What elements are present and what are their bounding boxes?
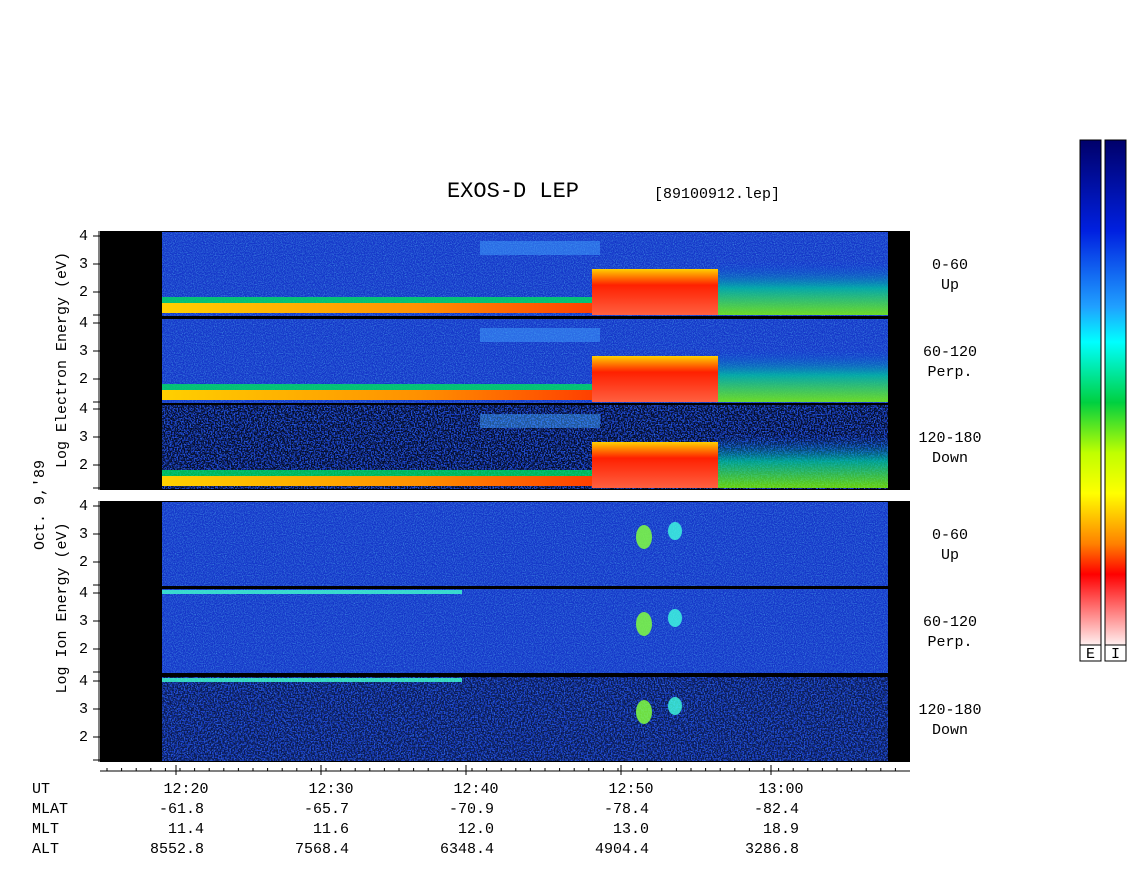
row-name: UT xyxy=(32,781,50,798)
y-tick-label: 2 xyxy=(79,729,88,746)
channel-range: 120-180 xyxy=(918,430,981,447)
green-edge xyxy=(162,297,592,305)
color-bar xyxy=(1079,139,1102,646)
y-tick-label: 3 xyxy=(79,343,88,360)
cyan-edge xyxy=(162,590,462,594)
channel-direction: Perp. xyxy=(927,634,972,651)
color-bar-label-box xyxy=(1104,644,1127,662)
faint-band xyxy=(480,414,600,428)
low-energy-band xyxy=(162,390,592,400)
channel-direction: Up xyxy=(941,277,959,294)
tail-region xyxy=(718,348,888,402)
row-value: -70.9 xyxy=(449,801,494,818)
heated-region xyxy=(592,356,718,402)
row-value: 13.0 xyxy=(613,821,649,838)
x-tick-label: 13:00 xyxy=(758,781,803,798)
ion-blob xyxy=(668,522,682,540)
row-value: -65.7 xyxy=(304,801,349,818)
y-tick-label: 2 xyxy=(79,457,88,474)
row-value: 11.4 xyxy=(168,821,204,838)
tail-region xyxy=(718,261,888,315)
color-bar-label: E xyxy=(1086,646,1095,663)
channel-range: 0-60 xyxy=(932,257,968,274)
ion-blob xyxy=(668,609,682,627)
date-label: Oct. 9,'89 xyxy=(32,460,49,550)
x-tick-label: 12:20 xyxy=(163,781,208,798)
green-edge xyxy=(162,384,592,392)
color-bar-label-box xyxy=(1079,644,1102,662)
y-tick-label: 4 xyxy=(79,498,88,515)
y-tick-label: 3 xyxy=(79,429,88,446)
channel-range: 60-120 xyxy=(923,614,977,631)
y-tick-label: 2 xyxy=(79,554,88,571)
y-axis-label: Log Electron Energy (eV) xyxy=(54,252,71,468)
row-value: -78.4 xyxy=(604,801,649,818)
channel-range: 0-60 xyxy=(932,527,968,544)
y-tick-label: 3 xyxy=(79,613,88,630)
channel-direction: Perp. xyxy=(927,364,972,381)
channel-direction: Up xyxy=(941,547,959,564)
row-name: MLT xyxy=(32,821,59,838)
row-value: 3286.8 xyxy=(745,841,799,858)
channel-direction: Down xyxy=(932,450,968,467)
low-energy-band xyxy=(162,476,592,486)
channel-range: 120-180 xyxy=(918,702,981,719)
ion-blob xyxy=(636,525,652,549)
tail-region xyxy=(718,434,888,488)
green-edge xyxy=(162,470,592,478)
row-value: -61.8 xyxy=(159,801,204,818)
row-value: 8552.8 xyxy=(150,841,204,858)
y-tick-label: 3 xyxy=(79,256,88,273)
ion-blob xyxy=(636,700,652,724)
row-name: MLAT xyxy=(32,801,68,818)
ion-blob xyxy=(636,612,652,636)
channel-range: 60-120 xyxy=(923,344,977,361)
row-value: 12.0 xyxy=(458,821,494,838)
faint-band xyxy=(480,328,600,342)
row-value: 18.9 xyxy=(763,821,799,838)
x-tick-label: 12:30 xyxy=(308,781,353,798)
faint-band xyxy=(480,241,600,255)
row-value: 6348.4 xyxy=(440,841,494,858)
x-tick-label: 12:40 xyxy=(453,781,498,798)
heated-region xyxy=(592,442,718,488)
title: EXOS-D LEP xyxy=(447,179,579,204)
low-energy-band xyxy=(162,303,592,313)
noise xyxy=(162,589,888,673)
y-tick-label: 4 xyxy=(79,401,88,418)
file-name: [89100912.lep] xyxy=(654,186,780,203)
row-value: 7568.4 xyxy=(295,841,349,858)
y-axis-label: Log Ion Energy (eV) xyxy=(54,522,71,693)
channel-direction: Down xyxy=(932,722,968,739)
y-tick-label: 4 xyxy=(79,315,88,332)
heated-region xyxy=(592,269,718,315)
color-bar-label: I xyxy=(1111,646,1120,663)
y-tick-label: 4 xyxy=(79,673,88,690)
row-name: ALT xyxy=(32,841,59,858)
cyan-edge xyxy=(162,678,462,682)
row-value: -82.4 xyxy=(754,801,799,818)
row-value: 4904.4 xyxy=(595,841,649,858)
noise-dark xyxy=(162,677,888,761)
y-tick-label: 4 xyxy=(79,585,88,602)
ion-blob xyxy=(668,697,682,715)
y-tick-label: 2 xyxy=(79,284,88,301)
y-tick-label: 3 xyxy=(79,526,88,543)
x-tick-label: 12:50 xyxy=(608,781,653,798)
noise xyxy=(162,502,888,586)
y-tick-label: 2 xyxy=(79,641,88,658)
y-tick-label: 3 xyxy=(79,701,88,718)
row-value: 11.6 xyxy=(313,821,349,838)
color-bar xyxy=(1104,139,1127,646)
y-tick-label: 4 xyxy=(79,228,88,245)
y-tick-label: 2 xyxy=(79,371,88,388)
